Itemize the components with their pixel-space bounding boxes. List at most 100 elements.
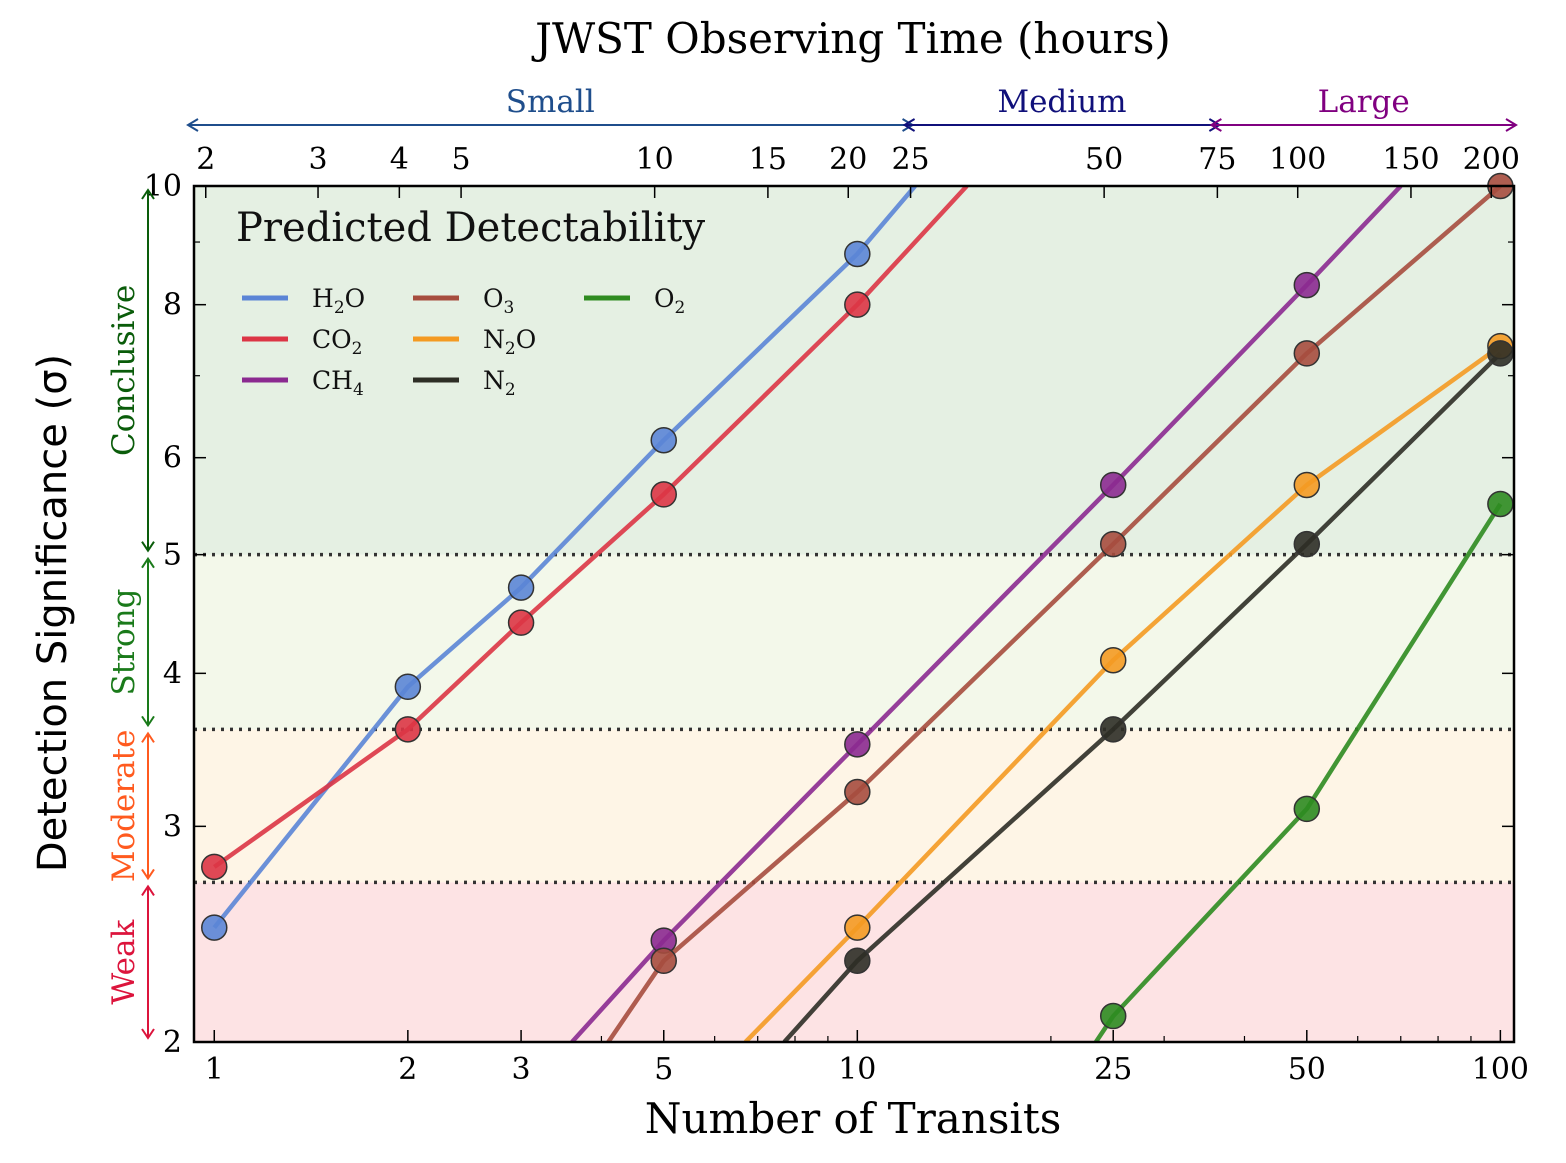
legend-label-co2: CO2 [312,325,362,359]
series-line-o3 [606,186,1502,1042]
program-arrow-large-head-start [1209,118,1222,132]
band-label-moderate: Moderate [106,730,142,883]
data-point-n2 [1487,340,1514,367]
data-point-co2 [394,716,422,743]
top-tick-label: 15 [749,142,787,177]
band-arrow-moderate [141,731,155,881]
data-point-o2 [1099,1002,1127,1030]
x-tick-label: 1 [205,1052,224,1087]
data-point-o2 [1487,490,1514,518]
legend-label-part: O [345,284,366,313]
band-arrow-strong [141,556,155,728]
band-arrows: Weak Moderate Strong Conclusive [106,188,155,1040]
x-tick-label: 2 [398,1052,417,1087]
data-point-o3 [844,778,871,806]
data-point-co2 [844,291,871,318]
band-arrow-conclusive-head-start [141,188,155,200]
top-tick-label: 5 [452,142,471,177]
data-point-h2o [394,673,422,701]
data-point-ch4 [844,731,871,758]
band-arrow-moderate-head-end [141,868,155,881]
data-points [201,172,1514,1030]
program-arrow-large-head-end [1505,118,1518,132]
x-axis-label: Number of Transits [645,1094,1062,1143]
legend-label-part: CO [312,325,352,354]
legend-label-n2o: N2O [483,325,536,359]
band-arrow-strong-head-start [141,556,155,569]
data-point-n2o [844,914,871,941]
top-tick-label: 100 [1269,142,1326,177]
top-tick-label: 2 [196,142,215,177]
data-point-h2o [844,240,871,268]
series-line-h2o [212,186,917,930]
data-point-ch4 [1293,271,1321,299]
y-tick-label: 4 [163,656,182,691]
legend: Predicted Detectability H2OCO2CH4O3N2ON2… [236,205,705,400]
program-arrow-medium-head-start [902,118,916,132]
program-arrow-medium [902,118,1222,132]
legend-label-part: N [483,325,505,354]
program-label-small: Small [506,84,595,120]
x-tick-label: 3 [512,1052,531,1087]
top-tick-label: 20 [829,142,867,177]
x-tick-label: 10 [838,1052,876,1087]
legend-label-o3: O3 [483,284,514,318]
legend-label-part: O [654,284,675,313]
band-arrow-strong-head-end [141,715,155,728]
y-axis-label: Detection Significance (σ) [30,354,76,872]
legend-label-part: 4 [353,380,364,400]
data-point-n2o [1293,471,1321,499]
program-arrow-small [186,118,915,132]
y-tick-label: 10 [144,169,182,204]
x-tick-label: 5 [654,1052,673,1087]
program-label-medium: Medium [997,84,1126,120]
legend-label-part: 2 [505,339,516,359]
band-label-conclusive: Conclusive [106,285,142,456]
data-point-n2 [1099,716,1127,743]
data-point-o2 [1293,795,1321,823]
data-point-n2o [1099,646,1127,674]
legend-label-ch4: CH4 [312,366,364,400]
y-tick-label: 2 [163,1025,182,1060]
top-tick-label: 50 [1085,142,1123,177]
data-point-co2 [201,853,228,881]
legend-label-n2: N2 [483,366,516,400]
legend-label-part: O [483,284,504,313]
data-point-o3 [1099,530,1127,558]
plot-frame [192,184,1516,1044]
data-point-o3 [1293,340,1321,367]
legend-label-part: 2 [352,339,363,359]
legend-title: Predicted Detectability [236,205,705,251]
band-arrow-moderate-head-start [141,731,155,743]
legend-label-part: 2 [334,298,345,318]
chart-title: JWST Observing Time (hours) [531,14,1171,63]
legend-label-part: H [312,284,334,313]
legend-label-part: CH [312,366,353,395]
band-arrow-conclusive [141,188,155,553]
y-tick-label: 6 [163,441,182,476]
y-tick-label: 3 [163,809,182,844]
band-arrow-weak [141,884,155,1040]
series-line-ch4 [570,186,1403,1042]
top-tick-label: 25 [891,142,929,177]
legend-label-h2o: H2O [312,284,365,318]
top-tick-label: 150 [1382,142,1439,177]
band-strong [194,554,1514,730]
band-label-weak: Weak [106,920,142,1005]
band-arrow-conclusive-head-end [141,541,155,553]
series-line-co2 [212,186,969,869]
series-line-o2 [1094,502,1503,1042]
legend-label-part: 2 [675,298,686,318]
data-point-o3 [650,947,677,975]
legend-label-part: O [516,325,537,354]
top-tick-label: 3 [308,142,327,177]
top-tick-label: 75 [1198,142,1236,177]
top-tick-label: 200 [1463,142,1520,177]
data-point-n2 [1293,530,1321,558]
top-tick-label: 4 [390,142,409,177]
data-point-n2 [844,947,871,975]
program-label-large: Large [1318,84,1410,120]
top-tick-label: 10 [636,142,674,177]
